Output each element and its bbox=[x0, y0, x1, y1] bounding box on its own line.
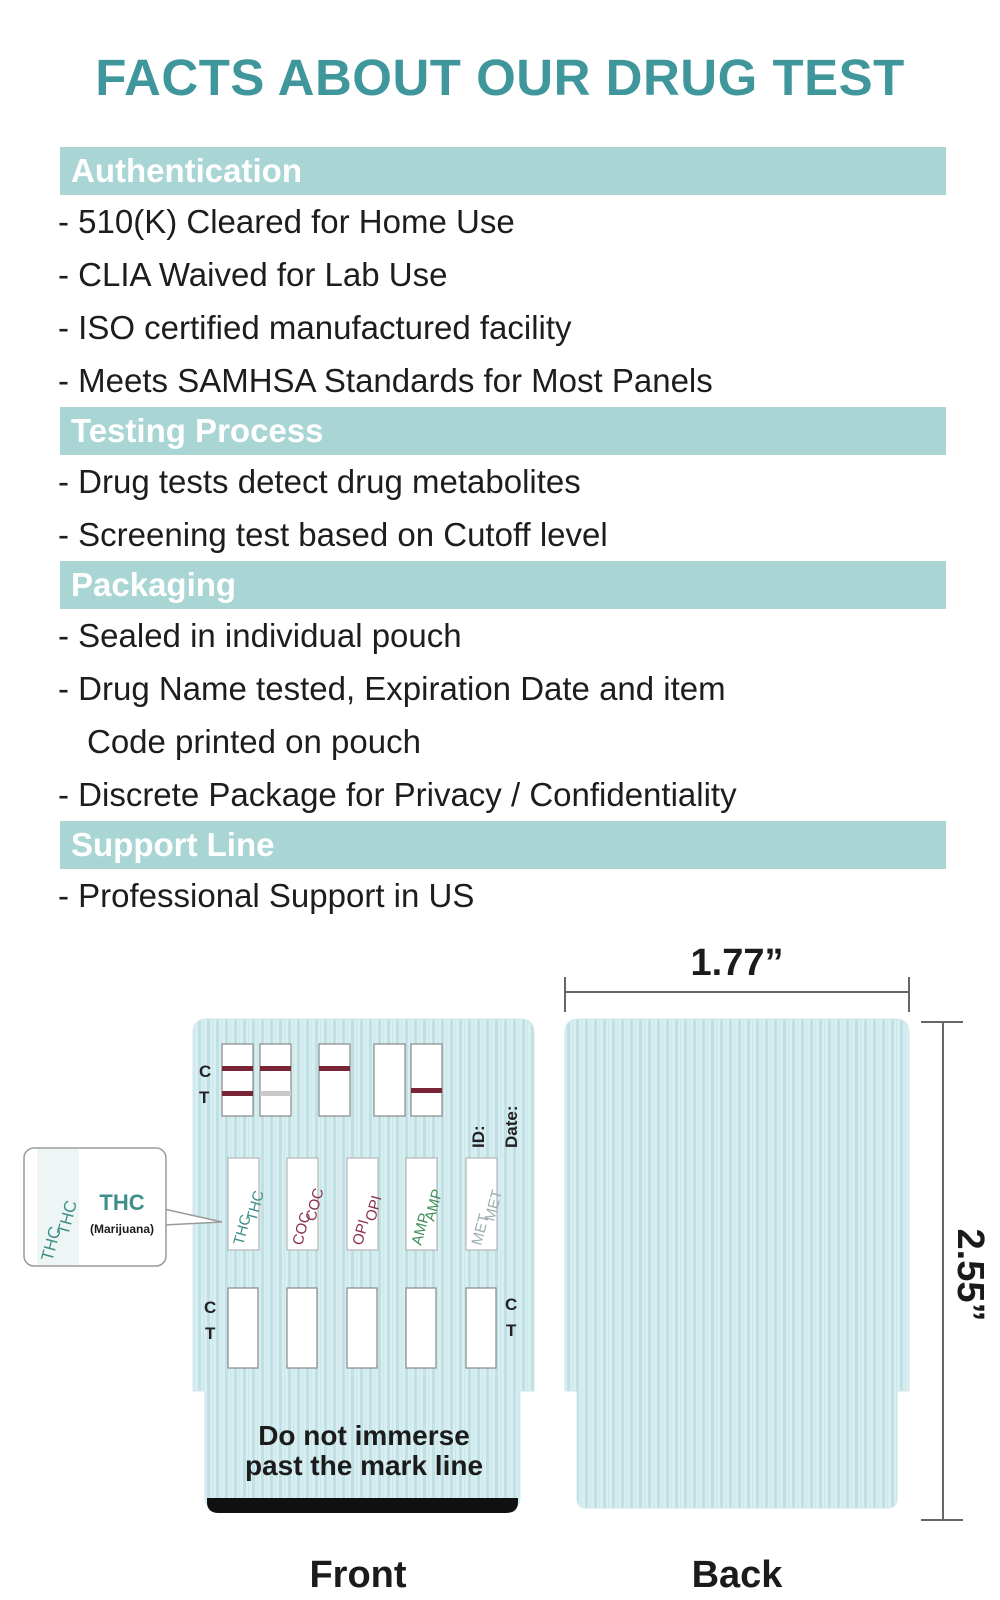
height-label: 2.55” bbox=[949, 1229, 991, 1322]
test-line bbox=[222, 1091, 253, 1096]
height-dimension: 2.55” bbox=[921, 1021, 991, 1521]
drug-strip-label: OPI bbox=[349, 1218, 372, 1247]
list-item: - Discrete Package for Privacy / Confide… bbox=[58, 776, 737, 813]
callout-drug-name: THC bbox=[99, 1190, 144, 1215]
list-item: - Drug tests detect drug metabolites bbox=[58, 463, 581, 500]
result-control-label: C bbox=[199, 1062, 211, 1081]
faint-test-line bbox=[260, 1091, 291, 1096]
sample-window bbox=[286, 1287, 318, 1369]
drug-strip-met: MET MET bbox=[465, 1157, 506, 1251]
control-line bbox=[260, 1066, 291, 1071]
result-window-5 bbox=[410, 1043, 443, 1117]
list-item-continuation: Code printed on pouch bbox=[87, 723, 421, 760]
test-line bbox=[411, 1088, 442, 1093]
id-label: ID: bbox=[469, 1125, 488, 1148]
sample-window bbox=[405, 1287, 437, 1369]
back-card bbox=[564, 1018, 910, 1509]
back-label: Back bbox=[692, 1554, 784, 1596]
sample-window bbox=[346, 1287, 378, 1369]
instruction-line-2: past the mark line bbox=[245, 1450, 483, 1481]
front-card-base bbox=[207, 1498, 518, 1513]
callout-strip bbox=[37, 1149, 79, 1265]
width-dimension: 1.77” bbox=[564, 942, 910, 1012]
list-item: - 510(K) Cleared for Home Use bbox=[58, 203, 515, 240]
section-packaging: Packaging - Sealed in individual pouch -… bbox=[58, 561, 946, 821]
control-line bbox=[222, 1066, 253, 1071]
date-label: Date: bbox=[502, 1105, 521, 1148]
result-window-3 bbox=[318, 1043, 351, 1117]
front-label: Front bbox=[309, 1554, 406, 1596]
thc-callout: THC THC THC (Marijuana) bbox=[23, 1147, 223, 1267]
sample-window bbox=[465, 1287, 497, 1369]
drug-strip-label: OPI bbox=[362, 1194, 385, 1223]
front-card: C T ID: Date: THC THC bbox=[192, 1018, 535, 1513]
section-testing-process: Testing Process - Drug tests detect drug… bbox=[58, 407, 946, 561]
list-item: - Meets SAMHSA Standards for Most Panels bbox=[58, 362, 713, 399]
result-test-label: T bbox=[199, 1088, 210, 1107]
list-item: - Drug Name tested, Expiration Date and … bbox=[58, 670, 726, 707]
instruction-line-1: Do not immerse bbox=[258, 1420, 470, 1451]
list-item: - CLIA Waived for Lab Use bbox=[58, 256, 448, 293]
section-header-packaging: Packaging bbox=[60, 561, 946, 609]
callout-drug-description: (Marijuana) bbox=[90, 1222, 154, 1236]
page-title: FACTS ABOUT OUR DRUG TEST bbox=[95, 49, 905, 106]
back-card-body bbox=[564, 1018, 910, 1509]
width-label: 1.77” bbox=[691, 942, 784, 984]
facts-list: Authentication - 510(K) Cleared for Home… bbox=[58, 147, 946, 922]
drug-strip-amp: AMP AMP bbox=[405, 1157, 446, 1251]
section-support-line: Support Line - Professional Support in U… bbox=[58, 821, 946, 922]
list-item: - Sealed in individual pouch bbox=[58, 617, 462, 654]
list-item: - Screening test based on Cutoff level bbox=[58, 516, 608, 553]
section-authentication: Authentication - 510(K) Cleared for Home… bbox=[58, 147, 946, 407]
list-item: - Professional Support in US bbox=[58, 877, 475, 914]
section-header-testing-process: Testing Process bbox=[60, 407, 946, 455]
section-header-support-line: Support Line bbox=[60, 821, 946, 869]
drug-strip-thc: THC THC bbox=[227, 1157, 268, 1251]
control-line bbox=[319, 1066, 350, 1071]
section-header-authentication: Authentication bbox=[60, 147, 946, 195]
drug-strip-coc: COC COC bbox=[286, 1157, 328, 1251]
result-window-2 bbox=[259, 1043, 292, 1117]
result-window-4 bbox=[373, 1043, 406, 1117]
drug-strip-opi: OPI OPI bbox=[346, 1157, 386, 1251]
sample-test-label-right: T bbox=[506, 1321, 517, 1340]
result-window-1 bbox=[221, 1043, 254, 1117]
sample-control-label-right: C bbox=[505, 1295, 517, 1314]
sample-window bbox=[227, 1287, 259, 1369]
sample-test-label-left: T bbox=[205, 1324, 216, 1343]
sample-control-label-left: C bbox=[204, 1298, 216, 1317]
list-item: - ISO certified manufactured facility bbox=[58, 309, 572, 346]
